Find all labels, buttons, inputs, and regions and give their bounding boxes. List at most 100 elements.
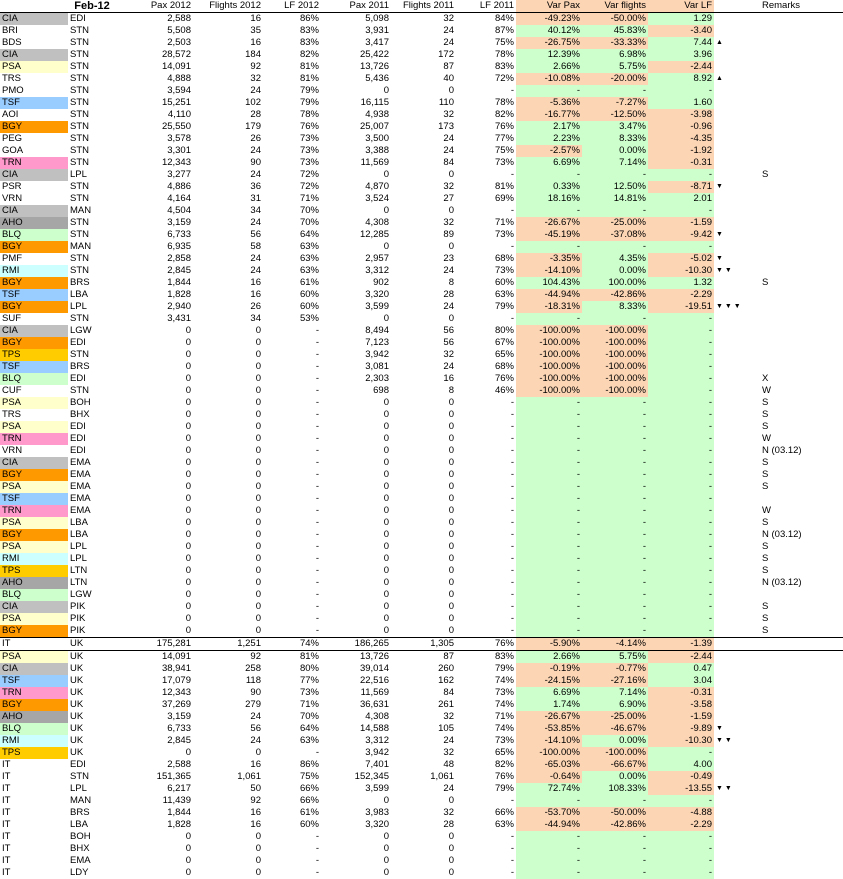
var-flights: -66.67%: [582, 759, 648, 771]
lf-2011: -: [510, 831, 514, 842]
flights-2011: 84: [443, 687, 454, 698]
var-lf: -: [648, 445, 714, 457]
pax-2012: 0: [185, 493, 191, 504]
lf-2012: -: [315, 553, 319, 564]
var-pax: 18.16%: [516, 193, 582, 205]
trend: ▲: [716, 75, 723, 82]
var-pax: -53.85%: [516, 723, 582, 735]
origin: BGY: [0, 301, 68, 313]
origin: CIA: [0, 663, 68, 675]
data-row: VRN STN 4,164 31 71% 3,524 27 69% 18.16% 14.81% 2.…: [0, 193, 843, 205]
lf-2011: 76%: [494, 121, 514, 132]
trend: ▼: [716, 183, 723, 190]
var-lf: -: [648, 553, 714, 565]
pax-2012: 175,281: [116, 637, 193, 651]
destination: STN: [70, 157, 89, 168]
header-row: Feb-12 Pax 2012 Flights 2012 LF 2012 Pax 201…: [0, 0, 843, 13]
destination: STN: [70, 385, 89, 396]
remark: N (03.12): [762, 577, 802, 588]
data-row: RMI LPL 0 0-0 0- - - - S: [0, 553, 843, 565]
remark: [760, 325, 843, 337]
flights-2011: 0: [448, 541, 454, 552]
origin: TRN: [0, 433, 68, 445]
data-row: TRN UK 12,343 90 73% 11,569 84 73% 6.69% 7.14% -0.…: [0, 687, 843, 699]
pax-2011: 14,588: [359, 723, 389, 734]
flights-2011: 162: [438, 675, 454, 686]
destination: LDY: [70, 867, 89, 878]
destination: BHX: [70, 409, 90, 420]
var-pax: -: [516, 433, 582, 445]
var-pax: -: [516, 469, 582, 481]
origin: AHO: [0, 577, 68, 589]
remark: [760, 121, 843, 133]
pax-2011: 0: [383, 855, 389, 866]
data-row: BGY BRS 1,844 16 61% 902 8 60% 104.43% 100.00% 1.3…: [0, 277, 843, 289]
flights-2011: 28: [443, 819, 454, 830]
lf-2011: 65%: [494, 747, 514, 758]
origin: TPS: [0, 349, 68, 361]
origin: BGY: [0, 469, 68, 481]
var-lf: -: [648, 421, 714, 433]
lf-2011: 65%: [494, 349, 514, 360]
pax-2011: 0: [383, 613, 389, 624]
var-flights: -100.00%: [582, 385, 648, 397]
var-lf: 1.29: [648, 12, 714, 25]
remark: [760, 73, 843, 85]
lf-2012: 73%: [299, 145, 319, 156]
flights-2011: 84: [443, 157, 454, 168]
remark: [760, 289, 843, 301]
trend: ▼ ▼ ▼: [716, 303, 741, 310]
data-row: IT UK 175,281 1,251 74% 186,265 1,305 76% -5.90%…: [0, 637, 843, 651]
lf-2012: -: [315, 589, 319, 600]
destination: BOH: [70, 397, 91, 408]
trend: [714, 505, 760, 517]
origin: TSF: [0, 289, 68, 301]
lf-2011: 78%: [494, 49, 514, 60]
lf-2011: 83%: [494, 651, 514, 662]
var-pax: -14.10%: [516, 735, 582, 747]
origin: PSA: [0, 517, 68, 529]
var-lf: -: [648, 433, 714, 445]
flights-2012: 279: [245, 699, 261, 710]
lf-2011: 67%: [494, 337, 514, 348]
destination: LBA: [70, 819, 88, 830]
var-lf: -4.88: [648, 807, 714, 819]
column-header: Feb-12: [68, 0, 116, 13]
trend: [714, 577, 760, 589]
lf-2011: 73%: [494, 735, 514, 746]
pax-2011: 4,938: [365, 109, 389, 120]
origin: PMF: [2, 253, 23, 264]
destination: STN: [70, 313, 89, 324]
var-flights: -20.00%: [582, 73, 648, 85]
pax-2012: 2,588: [167, 759, 191, 770]
pax-2011: 186,265: [321, 637, 391, 651]
var-flights: 100.00%: [582, 277, 648, 289]
lf-2011: -: [510, 529, 514, 540]
flights-2011: 172: [438, 49, 454, 60]
destination: BHX: [70, 843, 90, 854]
var-flights: -100.00%: [582, 325, 648, 337]
remark: [760, 337, 843, 349]
remark: [760, 301, 843, 313]
remark: [760, 735, 843, 747]
flights-2012: 0: [255, 565, 261, 576]
remark: [760, 711, 843, 723]
pax-2011: 3,312: [365, 265, 389, 276]
data-row: TSF UK 17,079 118 77% 22,516 162 74% -24.15% -27.…: [0, 675, 843, 687]
data-row: AHO LTN 0 0-0 0- - - - N (03.12): [0, 577, 843, 589]
flights-2012: 0: [255, 505, 261, 516]
var-lf: -: [648, 469, 714, 481]
var-flights: 45.83%: [582, 25, 648, 37]
var-lf: -2.29: [648, 289, 714, 301]
var-flights: -: [582, 601, 648, 613]
data-row: TRN STN 12,343 90 73% 11,569 84 73% 6.69% 7.14% -0…: [0, 157, 843, 169]
pax-2012: 2,588: [167, 13, 191, 24]
var-pax: -44.94%: [516, 289, 582, 301]
pax-2011: 3,320: [365, 289, 389, 300]
pax-2012: 4,164: [167, 193, 191, 204]
lf-2012: 80%: [299, 663, 319, 674]
pax-2012: 12,343: [161, 687, 191, 698]
var-lf: -3.98: [648, 109, 714, 121]
var-flights: -: [582, 205, 648, 217]
var-pax: 1.74%: [516, 699, 582, 711]
